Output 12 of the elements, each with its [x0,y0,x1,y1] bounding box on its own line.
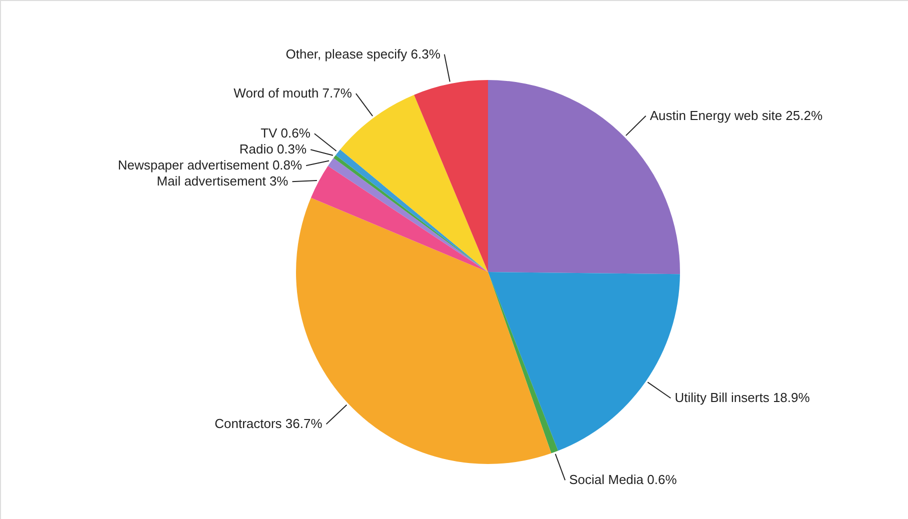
slice-label: Word of mouth 7.7% [234,86,352,101]
slice-label: TV 0.6% [260,126,311,141]
slice-label: Other, please specify 6.3% [286,46,441,62]
pie-slice [488,272,558,454]
slice-label: Utility Bill inserts 18.9% [674,390,810,406]
slice-label: Austin Energy web site 25.2% [650,108,823,123]
slice-label: Mail advertisement 3% [156,174,289,189]
slice-label: Social Media 0.6% [569,472,678,488]
slice-label: Newspaper advertisement 0.8% [118,158,303,173]
pie-slice [414,80,488,272]
slice-label: Contractors 36.7% [214,416,323,432]
slice-label: Radio 0.3% [239,142,308,157]
